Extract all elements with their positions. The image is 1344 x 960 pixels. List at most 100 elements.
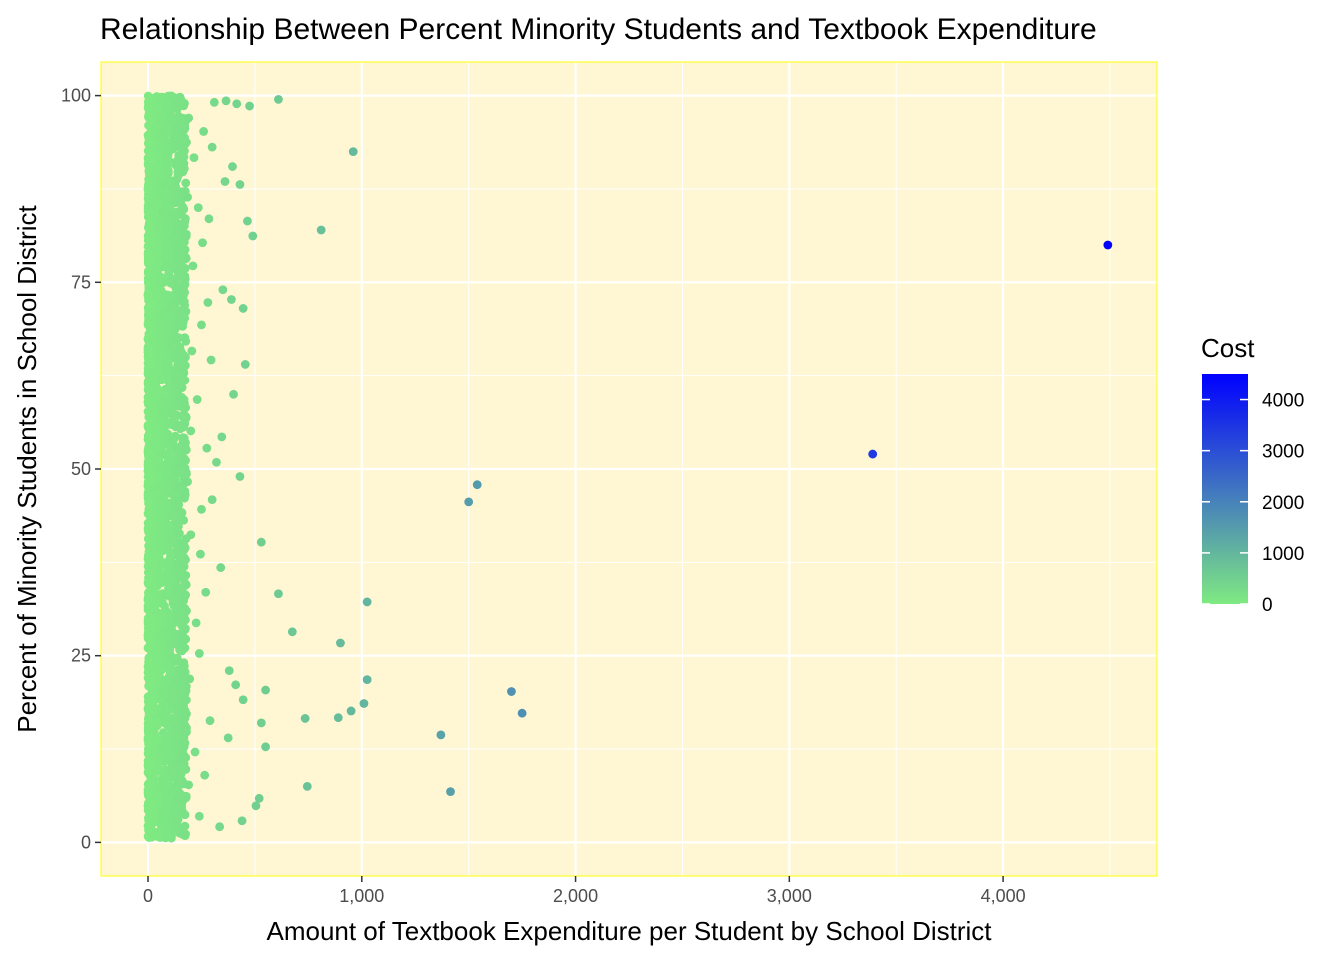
data-point: [150, 282, 160, 291]
data-point: [172, 745, 182, 754]
data-point: [170, 759, 180, 769]
x-tick-label: 2,000: [553, 886, 598, 906]
data-point: [153, 384, 162, 393]
data-point: [174, 352, 184, 362]
data-point: [215, 822, 225, 832]
data-point: [158, 780, 168, 789]
data-point: [161, 96, 171, 106]
data-point: [346, 706, 356, 716]
data-point: [153, 759, 163, 769]
data-point: [150, 809, 159, 818]
data-point: [348, 147, 358, 157]
data-point: [144, 813, 153, 823]
data-point: [203, 298, 213, 307]
data-point: [237, 816, 247, 826]
data-point: [159, 407, 169, 417]
data-point: [146, 798, 156, 808]
data-point: [206, 355, 216, 365]
data-point: [300, 714, 310, 723]
data-point: [163, 627, 172, 637]
data-point: [160, 450, 170, 460]
data-point: [166, 550, 175, 560]
data-point: [178, 314, 188, 324]
data-point: [161, 819, 170, 828]
data-point: [302, 781, 312, 791]
data-point: [472, 480, 482, 490]
data-point: [179, 297, 189, 307]
data-point: [446, 787, 455, 797]
data-point: [186, 530, 196, 540]
data-point: [145, 496, 155, 506]
data-point: [205, 716, 215, 726]
data-point: [177, 411, 187, 421]
data-point: [169, 414, 178, 424]
data-point: [161, 165, 170, 175]
data-point: [199, 127, 209, 136]
data-point: [181, 624, 190, 633]
data-point: [148, 687, 157, 697]
data-point: [212, 457, 221, 467]
data-point: [148, 586, 158, 596]
data-point: [207, 142, 217, 152]
data-point: [194, 649, 204, 658]
data-point: [145, 758, 155, 768]
data-point: [216, 563, 226, 572]
x-axis-label: Amount of Textbook Expenditure per Stude…: [266, 916, 992, 946]
data-point: [176, 794, 185, 803]
data-point: [336, 638, 345, 648]
data-point: [175, 571, 185, 581]
data-point: [164, 721, 174, 731]
data-point: [185, 674, 195, 684]
data-point: [161, 483, 170, 492]
data-point: [238, 695, 248, 705]
data-point: [180, 738, 190, 748]
data-point: [145, 237, 154, 247]
legend-colorbar: [1202, 374, 1248, 604]
data-point: [161, 137, 171, 146]
legend: Cost 0 1000 2000 3000 4000: [1201, 333, 1304, 616]
data-point: [198, 238, 207, 248]
data-point: [165, 178, 175, 188]
data-point: [179, 221, 189, 231]
data-point: [232, 99, 242, 109]
data-point: [166, 399, 176, 409]
data-point: [274, 94, 283, 104]
data-point: [164, 147, 174, 157]
data-point: [228, 162, 237, 171]
data-point: [178, 830, 188, 840]
data-point: [164, 557, 174, 567]
data-point: [152, 716, 162, 726]
data-point: [240, 360, 250, 369]
data-point: [165, 614, 175, 624]
data-point: [173, 169, 183, 179]
data-point: [221, 96, 231, 106]
legend-tick-label: 2000: [1262, 493, 1304, 514]
data-point: [176, 149, 186, 159]
data-point: [168, 474, 178, 483]
data-point: [217, 432, 227, 442]
data-point: [145, 300, 155, 310]
data-point: [175, 452, 184, 461]
data-point: [166, 223, 175, 233]
data-point: [157, 375, 167, 385]
data-point: [224, 666, 234, 676]
data-point: [168, 653, 178, 662]
data-point: [189, 153, 199, 162]
data-point: [143, 91, 153, 101]
data-point: [146, 709, 155, 719]
data-point: [168, 593, 177, 603]
data-point: [243, 216, 252, 226]
data-point: [155, 186, 164, 196]
data-point: [156, 339, 166, 349]
data-point: [226, 295, 236, 304]
data-point: [169, 691, 179, 701]
data-point: [183, 192, 192, 202]
data-point: [154, 132, 164, 142]
data-point: [194, 811, 204, 821]
data-point: [164, 663, 174, 673]
data-point: [180, 713, 190, 723]
data-point: [143, 249, 153, 259]
data-point: [179, 164, 189, 174]
data-point: [218, 285, 228, 295]
